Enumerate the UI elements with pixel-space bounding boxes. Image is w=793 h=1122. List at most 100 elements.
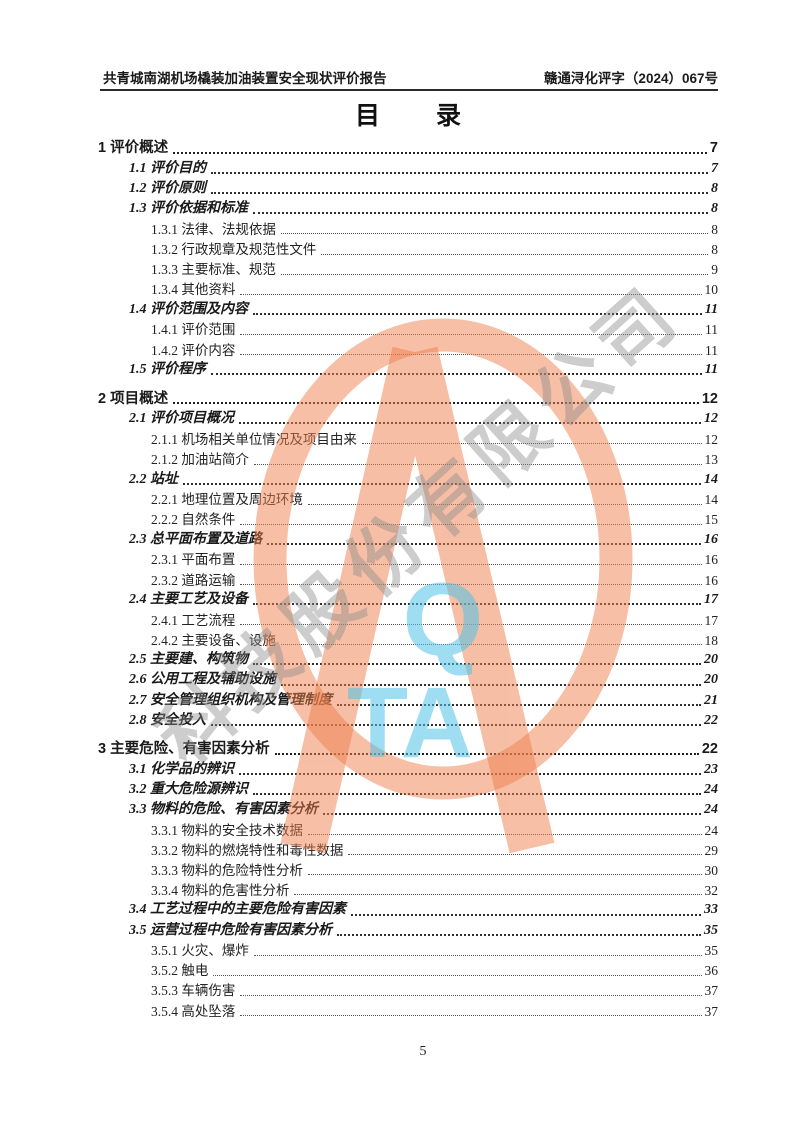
dotted-leader — [253, 212, 708, 215]
toc-entry[interactable]: 2.1.1 机场相关单位情况及项目由来 12 — [98, 427, 718, 447]
toc-entry-label: 3.4 工艺过程中的主要危险有害因素 — [129, 902, 346, 918]
toc-entry-label: 1.3.4 其他资料 — [151, 282, 236, 298]
toc-entry[interactable]: 2.3 总平面布置及道路 16 — [98, 528, 718, 548]
toc-entry-label: 1 评价概述 — [98, 140, 169, 157]
dotted-leader — [240, 293, 702, 295]
dotted-leader — [361, 443, 702, 445]
toc-entry[interactable]: 3.5.2 触电 36 — [98, 959, 718, 979]
toc-entry[interactable]: 3.3 物料的危险、有害因素分析 24 — [98, 798, 718, 818]
toc-entry[interactable]: 2.8 安全投入 22 — [98, 709, 718, 729]
toc-entry[interactable]: 1.3.3 主要标准、规范 9 — [98, 258, 718, 278]
toc-entry[interactable]: 2.6 公用工程及辅助设施 20 — [98, 668, 718, 688]
dotted-leader — [240, 584, 702, 586]
toc-entry-label: 2.3.1 平面布置 — [151, 552, 236, 568]
toc-entry[interactable]: 3.3.1 物料的安全技术数据 24 — [98, 818, 718, 838]
toc-entry-label: 1.4.1 评价范围 — [151, 322, 236, 338]
toc-entry-label: 3.5.1 火灾、爆炸 — [151, 943, 249, 959]
toc-entry[interactable]: 3.2 重大危险源辨识 24 — [98, 778, 718, 798]
toc-entry-page: 32 — [704, 882, 719, 898]
header-divider — [100, 89, 718, 91]
dotted-leader — [240, 563, 702, 565]
toc-entry-page: 11 — [704, 362, 718, 378]
dotted-leader — [253, 312, 702, 315]
toc-entry[interactable]: 2.2 站址 14 — [98, 468, 718, 488]
toc-entry[interactable]: 1.5 评价程序 11 — [98, 358, 718, 378]
toc-entry-page: 22 — [704, 712, 718, 728]
toc-entry-label: 1.3.3 主要标准、规范 — [151, 262, 276, 278]
dotted-leader — [240, 624, 702, 626]
toc-entry[interactable]: 2.7 安全管理组织机构及管理制度 21 — [98, 689, 718, 709]
toc-entry-label: 1.3.2 行政规章及规范性文件 — [151, 242, 317, 258]
toc-entry[interactable]: 3.1 化学品的辨识 23 — [98, 758, 718, 778]
dotted-leader — [211, 192, 708, 195]
toc-entry-page: 12 — [704, 431, 719, 447]
dotted-leader — [294, 894, 702, 896]
toc-entry-page: 8 — [711, 221, 718, 237]
dotted-leader — [240, 1015, 702, 1017]
toc-entry[interactable]: 2.3.1 平面布置 16 — [98, 548, 718, 568]
toc-entry[interactable]: 1.1 评价目的 7 — [98, 157, 718, 177]
toc-entry[interactable]: 1.4 评价范围及内容 11 — [98, 298, 718, 318]
toc-entry-page: 22 — [701, 741, 718, 758]
toc-entry[interactable]: 1.2 评价原则 8 — [98, 177, 718, 197]
dotted-leader — [253, 603, 701, 606]
toc-entry[interactable]: 2.3.2 道路运输 16 — [98, 568, 718, 588]
toc-entry[interactable]: 3.3.4 物料的危害性分析 32 — [98, 878, 718, 898]
toc-entry[interactable]: 1.3.1 法律、法规依据 8 — [98, 217, 718, 237]
toc-entry-page: 7 — [709, 140, 718, 157]
toc-entry-page: 35 — [704, 943, 719, 959]
toc-entry-page: 37 — [704, 983, 719, 999]
toc-entry-label: 1.3 评价依据和标准 — [129, 201, 248, 217]
toc-list: 1 评价概述 7 1.1 评价目的 7 1.2 评价原则 8 1.3 评价依据和标准 8 1.3… — [98, 137, 718, 1019]
toc-entry-label: 3.5 运营过程中危险有害因素分析 — [129, 922, 332, 938]
toc-entry[interactable]: 2.4 主要工艺及设备 17 — [98, 588, 718, 608]
toc-entry[interactable]: 3.5.4 高处坠落 37 — [98, 999, 718, 1019]
toc-entry[interactable]: 2 项目概述 12 — [98, 387, 718, 407]
toc-entry[interactable]: 2.1.2 加油站简介 13 — [98, 447, 718, 467]
dotted-leader — [321, 253, 709, 255]
toc-entry[interactable]: 1.4.1 评价范围 11 — [98, 318, 718, 338]
dotted-leader — [240, 333, 702, 335]
toc-entry-page: 16 — [704, 552, 719, 568]
toc-entry[interactable]: 2.5 主要建、构筑物 20 — [98, 648, 718, 668]
toc-entry[interactable]: 3.4 工艺过程中的主要危险有害因素 33 — [98, 898, 718, 918]
dotted-leader — [337, 703, 701, 706]
toc-entry-page: 8 — [711, 181, 718, 197]
toc-entry-page: 24 — [704, 802, 718, 817]
toc-entry[interactable]: 2.4.2 主要设备、设施 18 — [98, 628, 718, 648]
toc-entry-label: 2.2.2 自然条件 — [151, 512, 236, 528]
toc-entry[interactable]: 3.5.3 车辆伤害 37 — [98, 979, 718, 999]
toc-entry[interactable]: 1 评价概述 7 — [98, 137, 718, 157]
toc-entry-label: 1.2 评价原则 — [129, 181, 206, 197]
dotted-leader — [240, 994, 702, 996]
toc-entry[interactable]: 2.1 评价项目概况 12 — [98, 407, 718, 427]
toc-entry-label: 2.4.2 主要设备、设施 — [151, 632, 276, 648]
toc-section: 3 主要危险、有害因素分析 22 3.1 化学品的辨识 23 3.2 重大危险源辨识 24… — [98, 738, 718, 1019]
toc-entry[interactable]: 3.3.2 物料的燃烧特性和毒性数据 29 — [98, 838, 718, 858]
toc-entry-page: 11 — [705, 342, 718, 358]
dotted-leader — [323, 813, 701, 816]
toc-entry[interactable]: 3.5 运营过程中危险有害因素分析 35 — [98, 919, 718, 939]
toc-entry-page: 24 — [704, 781, 718, 797]
toc-entry[interactable]: 1.3.2 行政规章及规范性文件 8 — [98, 237, 718, 257]
dotted-leader — [307, 834, 702, 836]
toc-entry[interactable]: 2.2.2 自然条件 15 — [98, 508, 718, 528]
toc-entry[interactable]: 2.4.1 工艺流程 17 — [98, 608, 718, 628]
toc-entry-page: 9 — [711, 262, 718, 278]
toc-entry[interactable]: 3.5.1 火灾、爆炸 35 — [98, 939, 718, 959]
toc-entry[interactable]: 1.3.4 其他资料 10 — [98, 278, 718, 298]
toc-entry[interactable]: 1.3 评价依据和标准 8 — [98, 197, 718, 217]
dotted-leader — [351, 913, 701, 916]
toc-entry[interactable]: 3 主要危险、有害因素分析 22 — [98, 738, 718, 758]
toc-entry-label: 3.5.2 触电 — [151, 963, 209, 979]
toc-entry[interactable]: 1.4.2 评价内容 11 — [98, 338, 718, 358]
toc-entry[interactable]: 2.2.1 地理位置及周边环境 14 — [98, 488, 718, 508]
toc-entry[interactable]: 3.3.3 物料的危险特性分析 30 — [98, 858, 718, 878]
toc-entry-page: 36 — [704, 963, 719, 979]
toc-entry-page: 7 — [711, 161, 718, 177]
header-doc-number: 赣通浔化评字（2024）067号 — [543, 71, 718, 86]
dotted-leader — [307, 874, 702, 876]
toc-entry-label: 3.3.4 物料的危害性分析 — [151, 882, 290, 898]
dotted-leader — [337, 933, 701, 936]
